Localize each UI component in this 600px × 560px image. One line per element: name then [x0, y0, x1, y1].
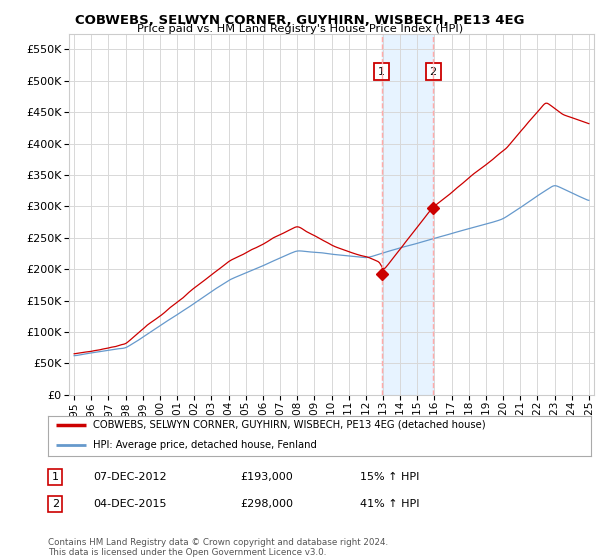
Text: 1: 1	[52, 472, 59, 482]
Text: 04-DEC-2015: 04-DEC-2015	[93, 499, 167, 509]
Text: 15% ↑ HPI: 15% ↑ HPI	[360, 472, 419, 482]
Text: 2: 2	[52, 499, 59, 509]
Text: 1: 1	[378, 67, 385, 77]
Text: 41% ↑ HPI: 41% ↑ HPI	[360, 499, 419, 509]
Text: HPI: Average price, detached house, Fenland: HPI: Average price, detached house, Fenl…	[92, 440, 316, 450]
Text: Price paid vs. HM Land Registry's House Price Index (HPI): Price paid vs. HM Land Registry's House …	[137, 24, 463, 34]
Text: Contains HM Land Registry data © Crown copyright and database right 2024.
This d: Contains HM Land Registry data © Crown c…	[48, 538, 388, 557]
Text: £193,000: £193,000	[240, 472, 293, 482]
Text: COBWEBS, SELWYN CORNER, GUYHIRN, WISBECH, PE13 4EG (detached house): COBWEBS, SELWYN CORNER, GUYHIRN, WISBECH…	[92, 420, 485, 430]
Text: COBWEBS, SELWYN CORNER, GUYHIRN, WISBECH, PE13 4EG: COBWEBS, SELWYN CORNER, GUYHIRN, WISBECH…	[75, 14, 525, 27]
Text: 2: 2	[430, 67, 437, 77]
Text: £298,000: £298,000	[240, 499, 293, 509]
Text: 07-DEC-2012: 07-DEC-2012	[93, 472, 167, 482]
Bar	[382, 34, 433, 395]
